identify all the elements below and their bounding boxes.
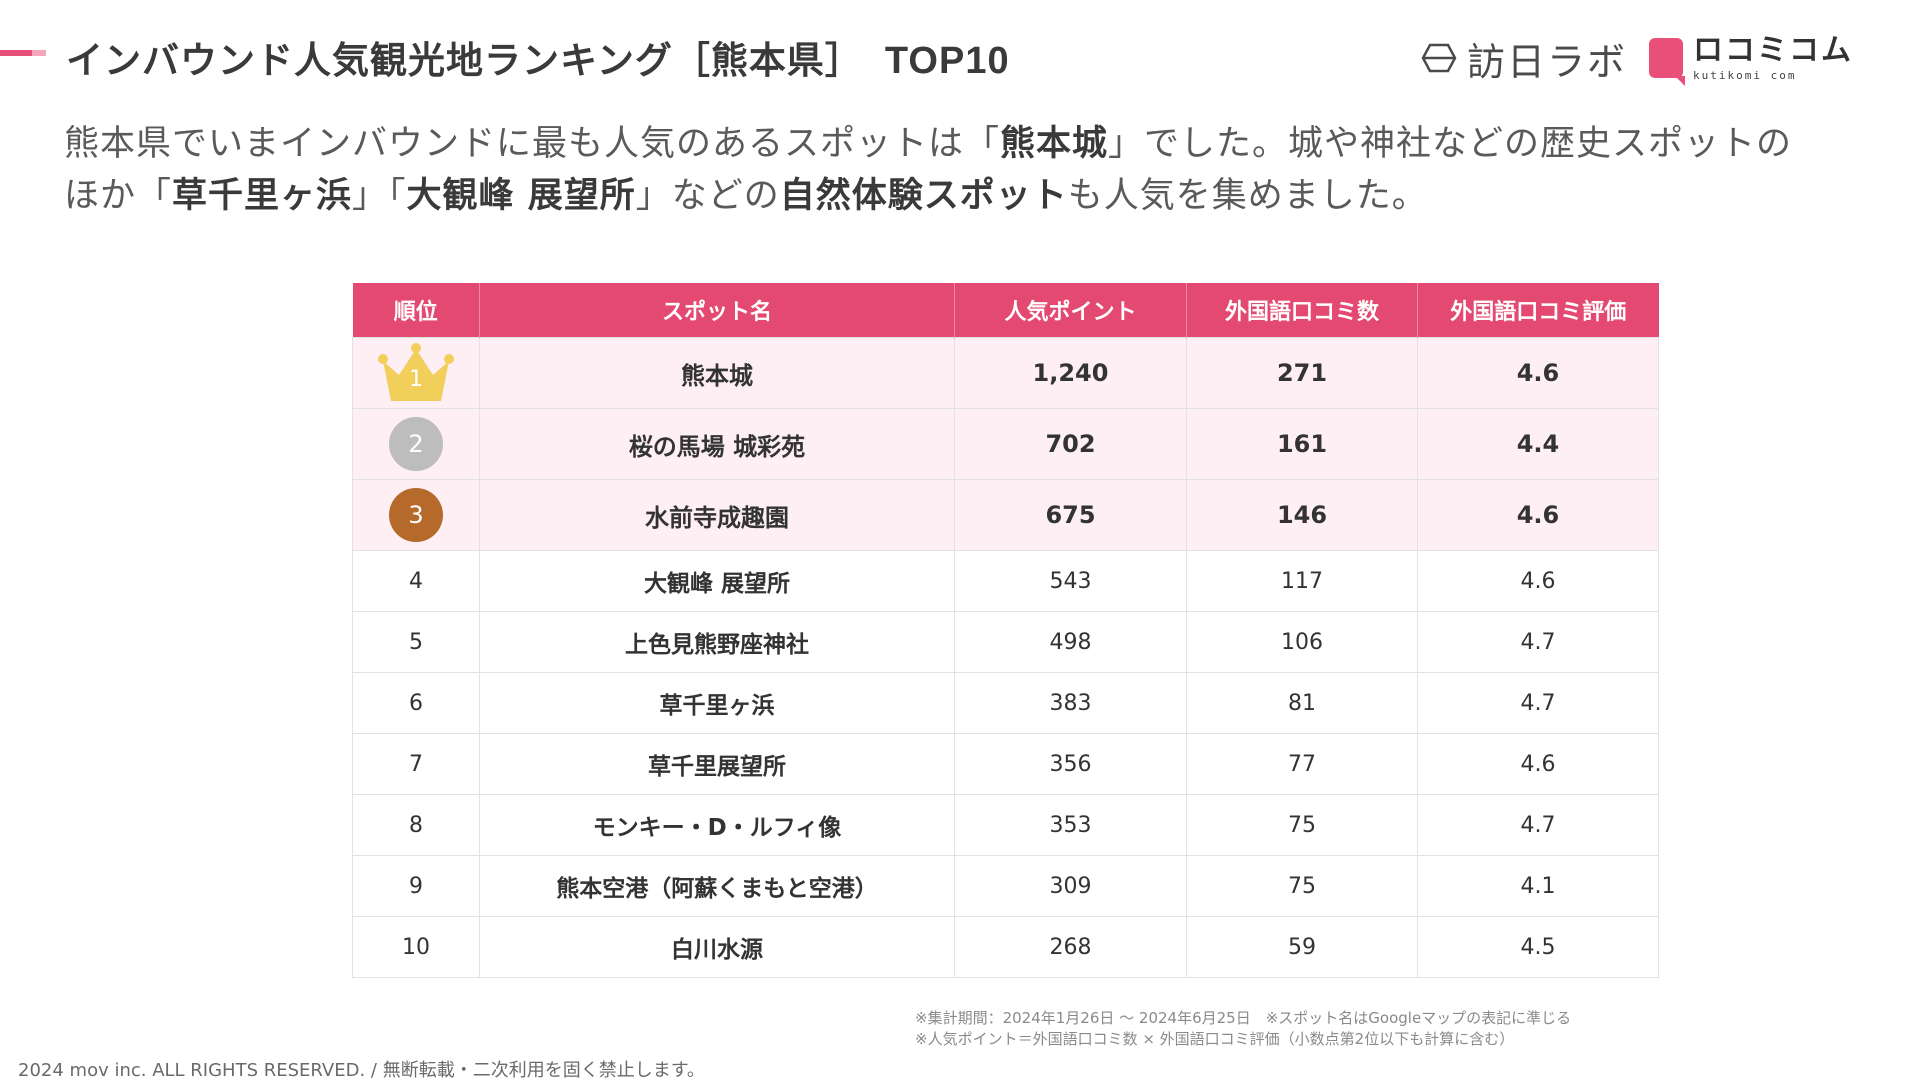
points: 383 [954, 672, 1187, 734]
spot-name: 上色見熊野座神社 [479, 611, 955, 673]
spot-name: 草千里展望所 [479, 733, 955, 795]
intro-text: も人気を集めました。 [1067, 176, 1428, 216]
review-rating: 4.6 [1417, 733, 1659, 795]
review-rating: 4.6 [1417, 479, 1659, 551]
points: 498 [954, 611, 1187, 673]
title-top10: TOP10 [884, 40, 1010, 82]
points: 543 [954, 550, 1187, 612]
review-count: 271 [1186, 337, 1418, 409]
spot-name: 大観峰 展望所 [479, 550, 955, 612]
review-count: 75 [1186, 794, 1418, 856]
review-rating: 4.6 [1417, 550, 1659, 612]
points: 309 [954, 855, 1187, 917]
speech-bubble-logo-icon [1649, 38, 1685, 86]
logo-houjin-lab: 訪日ラボ [1421, 31, 1627, 86]
spot-name: 白川水源 [479, 916, 955, 978]
review-count: 117 [1186, 550, 1418, 612]
table-row: 2 桜の馬場 城彩苑 702 161 4.4 [352, 408, 1659, 480]
review-count: 106 [1186, 611, 1418, 673]
rank-number: 1 [409, 367, 423, 392]
logo-primary-text: 訪日ラボ [1466, 39, 1627, 84]
logo-secondary-text: ロコミコム [1693, 32, 1853, 68]
ranking-table: 順位 スポット名 人気ポイント 外国語口コミ数 外国語口コミ評価 1 熊本城 1… [352, 283, 1659, 978]
table-row: 8 モンキー・D・ルフィ像 353 75 4.7 [352, 794, 1659, 856]
header-rank: 順位 [352, 283, 480, 338]
points: 1,240 [954, 337, 1187, 409]
table-row: 3 水前寺成趣園 675 146 4.6 [352, 479, 1659, 551]
review-count: 146 [1186, 479, 1418, 551]
spot-name: 草千里ヶ浜 [479, 672, 955, 734]
rank-cell: 8 [352, 794, 480, 856]
rank-cell: 1 [352, 337, 480, 409]
accent-bar [0, 50, 46, 56]
notes: ※集計期間：2024年1月26日 〜 2024年6月25日 ※スポット名はGoo… [915, 1008, 1571, 1050]
rank-cell: 3 [352, 479, 480, 551]
intro-text: 熊本県でいまインバウンドに最も人気のあるスポットは「 [64, 124, 1001, 164]
hexagon-logo-icon [1421, 43, 1457, 73]
spot-name: 熊本城 [479, 337, 955, 409]
points: 353 [954, 794, 1187, 856]
points: 268 [954, 916, 1187, 978]
intro-text: 」などの [635, 176, 780, 216]
intro-highlight: 自然体験スポット [779, 176, 1068, 216]
review-count: 59 [1186, 916, 1418, 978]
intro-highlight: 草千里ヶ浜 [172, 176, 353, 216]
review-count: 77 [1186, 733, 1418, 795]
points: 702 [954, 408, 1187, 480]
table-row: 1 熊本城 1,240 271 4.6 [352, 337, 1659, 409]
rank-cell: 2 [352, 408, 480, 480]
header-review-count: 外国語口コミ数 [1186, 283, 1418, 338]
rank-cell: 7 [352, 733, 480, 795]
points: 675 [954, 479, 1187, 551]
rank-cell: 6 [352, 672, 480, 734]
spot-name: モンキー・D・ルフィ像 [479, 794, 955, 856]
table-header-row: 順位 スポット名 人気ポイント 外国語口コミ数 外国語口コミ評価 [352, 283, 1659, 338]
rank-cell: 4 [352, 550, 480, 612]
review-rating: 4.1 [1417, 855, 1659, 917]
table-row: 7 草千里展望所 356 77 4.6 [352, 733, 1659, 795]
table-row: 6 草千里ヶ浜 383 81 4.7 [352, 672, 1659, 734]
header-review-rating: 外国語口コミ評価 [1417, 283, 1659, 338]
header-spot-name: スポット名 [479, 283, 955, 338]
points: 356 [954, 733, 1187, 795]
table-row: 5 上色見熊野座神社 498 106 4.7 [352, 611, 1659, 673]
page-title: インバウンド人気観光地ランキング［熊本県］ TOP10 [66, 30, 1010, 84]
header-points: 人気ポイント [954, 283, 1187, 338]
bronze-medal-icon: 3 [389, 488, 443, 542]
intro-text: 」「 [352, 176, 407, 216]
table-row: 4 大観峰 展望所 543 117 4.6 [352, 550, 1659, 612]
intro-text: 」でした。城や神社などの歴史スポットの [1108, 124, 1793, 164]
table-row: 10 白川水源 268 59 4.5 [352, 916, 1659, 978]
rank-cell: 5 [352, 611, 480, 673]
logo-kutikomi: ロコミコム kutikomi com [1649, 32, 1853, 86]
spot-name: 桜の馬場 城彩苑 [479, 408, 955, 480]
logo-group: 訪日ラボ ロコミコム kutikomi com [1421, 32, 1853, 86]
spot-name: 水前寺成趣園 [479, 479, 955, 551]
silver-medal-icon: 2 [389, 417, 443, 471]
review-rating: 4.7 [1417, 672, 1659, 734]
review-count: 81 [1186, 672, 1418, 734]
note-formula: ※人気ポイント＝外国語口コミ数 × 外国語口コミ評価（小数点第2位以下も計算に含… [915, 1030, 1515, 1048]
review-rating: 4.7 [1417, 611, 1659, 673]
copyright-footer: 2024 mov inc. ALL RIGHTS RESERVED. / 無断転… [18, 1060, 705, 1081]
table-row: 9 熊本空港（阿蘇くまもと空港） 309 75 4.1 [352, 855, 1659, 917]
spot-name: 熊本空港（阿蘇くまもと空港） [479, 855, 955, 917]
intro-highlight: 大観峰 展望所 [406, 176, 636, 216]
logo-secondary-sub: kutikomi com [1693, 68, 1797, 82]
review-rating: 4.6 [1417, 337, 1659, 409]
review-count: 161 [1186, 408, 1418, 480]
rank-cell: 10 [352, 916, 480, 978]
review-rating: 4.4 [1417, 408, 1659, 480]
intro-text: ほか「 [64, 176, 173, 216]
intro-highlight: 熊本城 [1000, 124, 1109, 164]
title-text: インバウンド人気観光地ランキング［熊本県］ [66, 39, 863, 82]
crown-icon: 1 [377, 343, 455, 403]
review-rating: 4.7 [1417, 794, 1659, 856]
intro-paragraph: 熊本県でいまインバウンドに最も人気のあるスポットは「熊本城」でした。城や神社など… [64, 118, 1864, 222]
note-period: ※集計期間：2024年1月26日 〜 2024年6月25日 ※スポット名はGoo… [915, 1009, 1572, 1027]
rank-cell: 9 [352, 855, 480, 917]
review-count: 75 [1186, 855, 1418, 917]
review-rating: 4.5 [1417, 916, 1659, 978]
